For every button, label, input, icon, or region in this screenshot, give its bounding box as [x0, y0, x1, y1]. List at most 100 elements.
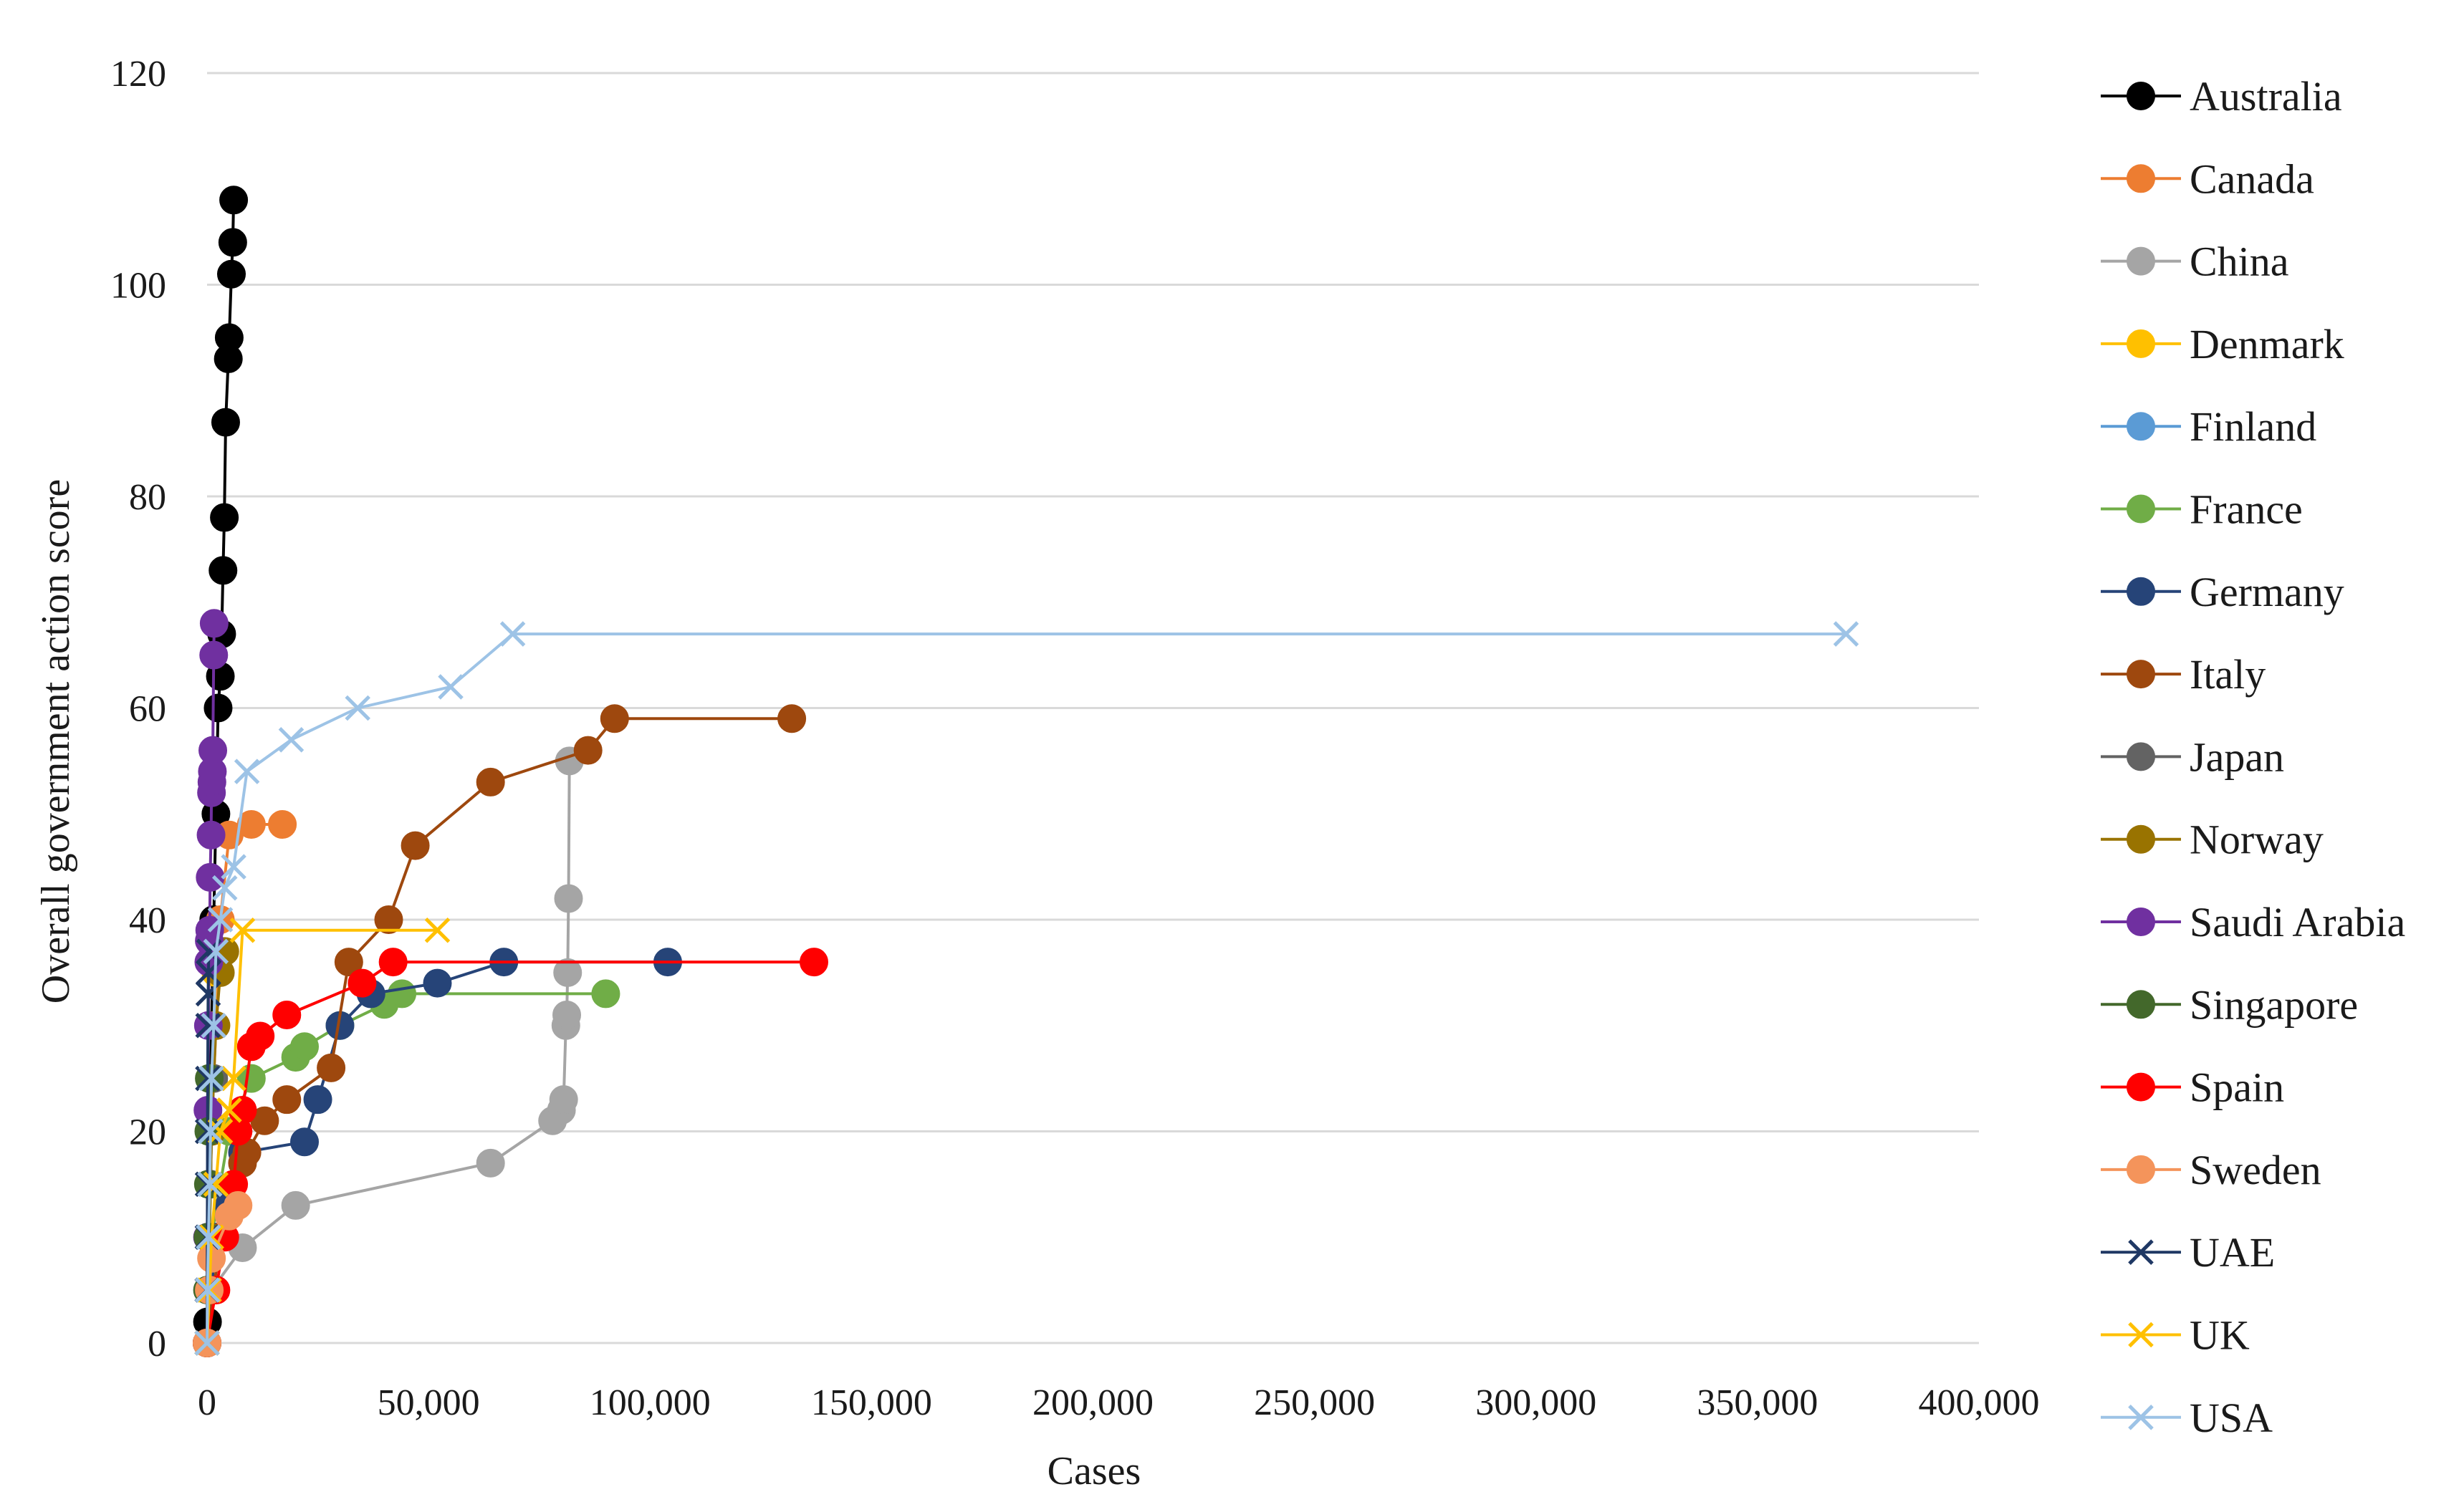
legend-marker [2127, 824, 2155, 854]
data-point-usa [345, 695, 370, 721]
x-tick-label: 250,000 [1254, 1382, 1375, 1423]
legend-label: Italy [2190, 651, 2266, 698]
data-point-spain [246, 1021, 275, 1051]
legend-item-uae: UAE [2101, 1229, 2275, 1276]
y-axis-title: Overall government action score [34, 479, 78, 1003]
data-point-usa [198, 1118, 224, 1145]
y-tick-label: 20 [129, 1112, 166, 1153]
gridlines [207, 72, 1979, 1344]
data-point-sweden [224, 1190, 253, 1220]
legend-marker [2127, 908, 2155, 936]
legend-item-australia: Australia [2101, 73, 2342, 120]
data-point-uae [195, 1065, 221, 1092]
legend-item-canada: Canada [2101, 155, 2314, 202]
legend-label: UAE [2190, 1229, 2275, 1276]
data-point-spain [272, 1000, 302, 1029]
x-tick-label: 300,000 [1475, 1382, 1596, 1423]
data-point-australia [203, 693, 233, 723]
data-point-usa [234, 759, 260, 784]
data-point-saudi-arabia [199, 609, 229, 638]
series-group [193, 186, 1859, 1357]
data-point-australia [210, 503, 239, 532]
series-spain [193, 948, 829, 1357]
data-point-usa [1833, 621, 1859, 647]
legend-marker [2127, 742, 2155, 771]
data-point-usa [194, 1277, 221, 1303]
legend-item-spain: Spain [2101, 1064, 2284, 1111]
legend-marker [2127, 412, 2155, 441]
data-point-saudi-arabia [196, 862, 225, 892]
data-point-usa [196, 1171, 223, 1198]
legend-marker [2127, 577, 2155, 606]
data-point-spain [228, 1095, 257, 1125]
data-point-australia [208, 556, 238, 585]
x-axis-title: Cases [1048, 1449, 1141, 1493]
data-point-saudi-arabia [199, 640, 229, 670]
legend-marker [2127, 246, 2155, 276]
data-point-usa [196, 1224, 221, 1251]
data-point-uk [424, 918, 451, 943]
data-point-usa [278, 727, 305, 753]
legend-marker [2127, 329, 2155, 358]
data-point-italy [374, 905, 403, 934]
legend-item-singapore: Singapore [2101, 981, 2358, 1028]
data-point-china [552, 1000, 582, 1029]
data-point-canada [236, 810, 266, 839]
legend-label: Canada [2190, 155, 2314, 202]
legend-item-france: France [2101, 486, 2303, 533]
data-point-italy [777, 704, 807, 733]
series-usa [194, 621, 1859, 1356]
legend-item-finland: Finland [2101, 403, 2316, 450]
legend-label: Singapore [2190, 981, 2358, 1028]
legend-item-uk: UK [2101, 1312, 2250, 1359]
x-tick-label: 100,000 [590, 1382, 711, 1423]
legend-marker [2127, 1155, 2155, 1184]
y-axis-ticks: 0 20 40 60 80 100 120 [110, 54, 166, 1364]
data-point-usa [198, 1065, 224, 1092]
data-point-spain [347, 968, 377, 998]
data-point-usa [499, 621, 526, 647]
data-point-spain [378, 948, 408, 977]
legend-marker [2128, 1322, 2154, 1348]
data-point-canada [268, 810, 297, 839]
series-line-italy [206, 717, 792, 1344]
data-point-germany [303, 1085, 332, 1115]
legend-label: Finland [2190, 403, 2316, 450]
legend-label: UK [2190, 1312, 2250, 1359]
data-point-uk [229, 918, 256, 943]
data-point-italy [317, 1053, 346, 1082]
y-tick-label: 0 [148, 1324, 166, 1364]
series-line-usa [206, 632, 1846, 1344]
y-tick-label: 120 [110, 54, 166, 95]
data-point-uae [195, 1012, 221, 1039]
data-point-uk [198, 1224, 224, 1251]
data-point-italy [272, 1085, 302, 1115]
data-point-china [553, 958, 583, 987]
legend-item-japan: Japan [2101, 733, 2284, 780]
data-point-china [554, 884, 583, 913]
x-axis-ticks: 0 50,000 100,000 150,000 200,000 250,000 300,0… [198, 1382, 2040, 1423]
data-point-usa [207, 907, 234, 933]
data-point-saudi-arabia [198, 736, 228, 765]
y-tick-label: 80 [129, 477, 166, 518]
legend-label: Norway [2190, 817, 2324, 863]
legend-item-sweden: Sweden [2101, 1147, 2321, 1193]
data-point-usa [203, 938, 229, 965]
x-tick-label: 350,000 [1697, 1382, 1818, 1423]
data-point-usa [211, 875, 238, 901]
legend-marker [2127, 1072, 2155, 1102]
legend-marker [2127, 494, 2155, 524]
legend-marker [2127, 990, 2155, 1019]
data-point-china [476, 1148, 505, 1178]
legend-label: Denmark [2190, 321, 2344, 367]
data-point-france [591, 979, 620, 1009]
series-germany [193, 948, 682, 1357]
data-point-italy [334, 948, 363, 977]
data-point-china [281, 1190, 310, 1220]
data-point-italy [476, 767, 505, 796]
legend-marker [2127, 164, 2155, 193]
legend-marker [2128, 1239, 2154, 1265]
data-point-australia [218, 228, 247, 257]
x-tick-label: 200,000 [1032, 1382, 1154, 1423]
